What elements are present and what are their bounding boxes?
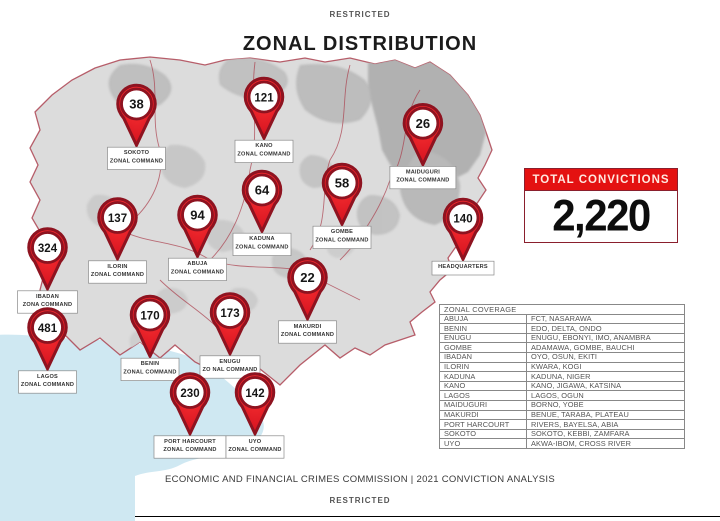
svg-text:GOMBE: GOMBE	[331, 229, 353, 235]
svg-text:230: 230	[180, 388, 199, 400]
svg-text:ZONAL COMMAND: ZONAL COMMAND	[235, 244, 288, 250]
svg-text:SOKOTO: SOKOTO	[124, 150, 150, 156]
svg-text:ZONAL COMMAND: ZONAL COMMAND	[163, 447, 216, 453]
svg-text:142: 142	[245, 388, 264, 400]
svg-text:IBADAN: IBADAN	[36, 294, 59, 300]
svg-text:94: 94	[190, 208, 205, 223]
svg-text:ILORIN: ILORIN	[107, 264, 127, 270]
svg-text:173: 173	[220, 308, 239, 320]
svg-text:ZONAL COMMAND: ZONAL COMMAND	[171, 269, 224, 275]
svg-text:ZONAL COMMAND: ZONAL COMMAND	[396, 178, 449, 184]
svg-text:38: 38	[129, 97, 143, 112]
svg-text:324: 324	[38, 243, 58, 255]
svg-text:ZONAL COMMAND: ZONAL COMMAND	[315, 237, 368, 243]
svg-text:ZO NAL COMMAND: ZO NAL COMMAND	[203, 367, 258, 373]
svg-text:121: 121	[254, 93, 274, 105]
svg-text:ABUJA: ABUJA	[187, 261, 207, 267]
svg-text:22: 22	[300, 270, 314, 285]
svg-text:LAGOS: LAGOS	[37, 374, 58, 380]
svg-text:ZONAL COMMAND: ZONAL COMMAND	[110, 158, 163, 164]
svg-text:ZONAL COMMAND: ZONAL COMMAND	[21, 382, 74, 388]
svg-text:170: 170	[140, 311, 159, 323]
svg-text:ENUGU: ENUGU	[219, 359, 240, 365]
svg-text:26: 26	[416, 116, 430, 131]
svg-text:ZONAL COMMAND: ZONAL COMMAND	[91, 272, 144, 278]
svg-text:481: 481	[38, 323, 58, 335]
svg-text:KADUNA: KADUNA	[249, 236, 274, 242]
svg-text:MAIDUGURI: MAIDUGURI	[406, 169, 440, 175]
svg-text:ZONAL COMMAND: ZONAL COMMAND	[237, 151, 290, 157]
svg-text:ZONAL COMMAND: ZONAL COMMAND	[123, 369, 176, 375]
svg-text:140: 140	[453, 214, 472, 226]
svg-text:ZONAL COMMAND: ZONAL COMMAND	[281, 332, 334, 338]
svg-text:ZONAL COMMAND: ZONAL COMMAND	[228, 447, 281, 453]
svg-text:137: 137	[108, 213, 127, 225]
svg-text:64: 64	[255, 183, 270, 198]
svg-text:UYO: UYO	[249, 439, 262, 445]
svg-text:PORT HARCOURT: PORT HARCOURT	[164, 439, 216, 445]
svg-text:BENIN: BENIN	[141, 361, 159, 367]
svg-text:KANO: KANO	[255, 143, 273, 149]
svg-text:ZONA COMMAND: ZONA COMMAND	[23, 302, 72, 308]
svg-text:MAKURDI: MAKURDI	[294, 324, 322, 330]
svg-text:HEADQUARTERS: HEADQUARTERS	[438, 264, 488, 270]
svg-text:58: 58	[335, 176, 349, 191]
